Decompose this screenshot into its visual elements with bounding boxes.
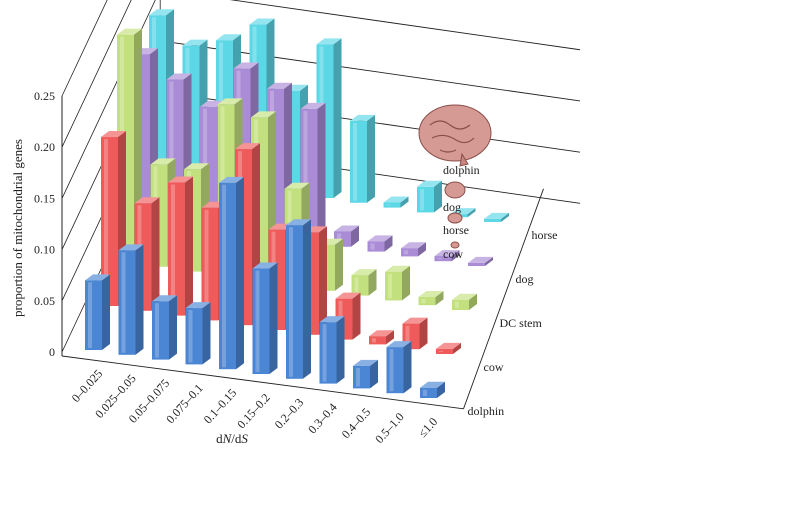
bar — [185, 302, 211, 365]
y-tick-label: 0.25 — [34, 89, 55, 103]
series-label: dolphin — [468, 404, 505, 418]
bar — [434, 250, 460, 262]
brain-label: dog — [443, 200, 461, 214]
side-wall-line — [61, 0, 156, 199]
bar — [369, 330, 394, 345]
bar — [350, 114, 375, 203]
bar — [417, 180, 442, 213]
x-tick-label: 0–0.025 — [69, 367, 106, 405]
brain-icon — [450, 241, 460, 249]
brain-layer: dolphin dog horse cow — [418, 104, 492, 261]
x-tick-label: 0.3–0.4 — [305, 400, 339, 436]
bar — [367, 235, 393, 252]
axis-layer — [61, 188, 544, 410]
y-tick-label: 0.20 — [34, 140, 55, 154]
y-axis-label: proportion of mitochondrial genes — [10, 139, 25, 317]
bar — [118, 244, 144, 355]
brain-label: horse — [443, 223, 469, 237]
y-tick-label: 0.05 — [34, 294, 55, 308]
side-wall-line — [61, 0, 108, 97]
bar — [252, 262, 278, 374]
bar — [401, 242, 426, 257]
bars-layer — [85, 9, 509, 398]
side-wall-line — [61, 0, 132, 148]
x-tick-label: 0.5–1.0 — [372, 410, 406, 446]
bar — [85, 274, 110, 350]
series-label: DC stem — [500, 316, 543, 330]
brain-icon — [418, 104, 492, 167]
bar — [452, 293, 477, 310]
x-tick-label: 0.4–0.5 — [339, 405, 373, 441]
floor-right-edge — [463, 188, 544, 409]
bar — [418, 291, 444, 306]
bar — [484, 212, 509, 222]
x-axis-label: dN/dS — [216, 431, 248, 446]
x-tick-label: 0.2–0.3 — [272, 395, 306, 431]
bar — [286, 219, 311, 379]
bar — [319, 316, 345, 384]
series-label: horse — [532, 228, 558, 242]
brain-label: cow — [443, 247, 463, 261]
x-tick-label: 0.15–0.2 — [234, 391, 273, 432]
bar — [420, 381, 445, 398]
brain-icon — [444, 181, 466, 199]
bar — [385, 265, 410, 301]
y-tick-label: 0 — [49, 345, 55, 359]
y-tick-label: 0.15 — [34, 191, 55, 205]
series-label: cow — [484, 360, 504, 374]
bar — [386, 341, 412, 394]
brain-icon — [447, 212, 463, 224]
floor-edge-line — [61, 355, 464, 410]
y-tick-label: 0.10 — [34, 243, 55, 257]
brain-label: dolphin — [443, 163, 480, 177]
bar — [353, 359, 378, 389]
bar — [351, 269, 377, 296]
bar — [436, 342, 461, 354]
gridline — [229, 0, 581, 51]
bar — [468, 256, 493, 266]
bar — [383, 196, 409, 208]
bar — [219, 176, 244, 370]
x-tick-label: ≤1.0 — [415, 415, 440, 440]
bar — [152, 295, 177, 360]
x-tick-label: 0.1–0.15 — [201, 386, 240, 427]
series-label: dog — [516, 272, 534, 286]
bar — [168, 176, 193, 316]
